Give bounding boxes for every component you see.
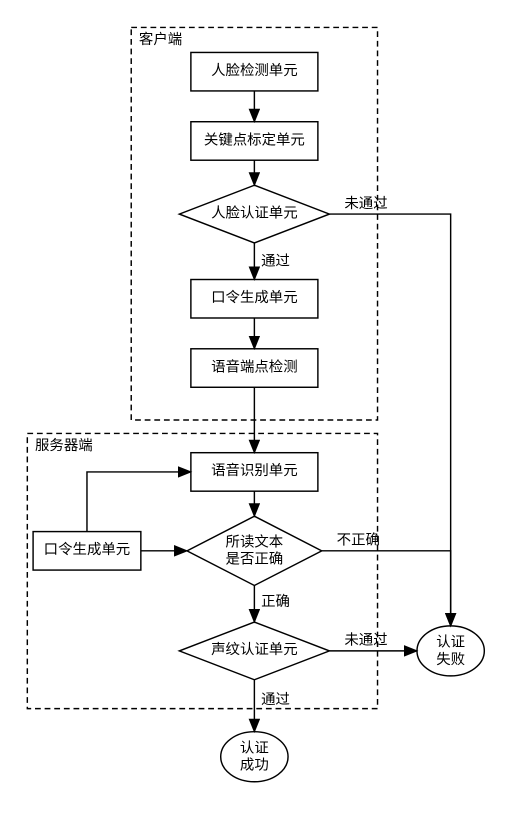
node-auth-fail-label1: 认证 [436,634,465,651]
node-speech-recog-label: 语音识别单元 [211,462,298,479]
group-client-label: 客户端 [139,31,182,48]
node-face-auth-label: 人脸认证单元 [211,204,298,221]
node-password-gen-2-label: 口令生成单元 [44,541,131,558]
node-auth-fail-label2: 失败 [436,651,465,668]
node-auth-success-label1: 认证 [240,739,269,756]
edge-n3-n4-label: 通过 [261,253,290,270]
node-keypoint-label: 关键点标定单元 [204,131,305,148]
edge-n7-n10 [322,551,451,626]
edge-n7-n9-label: 正确 [261,593,290,610]
edge-n3-n10-label: 未通过 [344,195,387,212]
flowchart: 客户端 服务器端 人脸检测单元 关键点标定单元 人脸认证单元 口令生成单元 语音… [10,10,518,829]
edge-n8-loop [87,472,191,532]
node-auth-success-label2: 成功 [240,757,269,774]
edge-n9-n11-label: 通过 [261,691,290,708]
node-voice-endpoint-label: 语音端点检测 [211,358,298,375]
node-text-correct-label1: 所读文本 [226,533,284,550]
node-voiceprint-auth-label: 声纹认证单元 [211,640,298,658]
node-text-correct-label2: 是否正确 [226,551,284,568]
edge-n7-n10-label: 不正确 [337,532,380,549]
node-password-gen-1-label: 口令生成单元 [211,289,298,306]
edge-n9-n10-label: 未通过 [344,632,387,649]
group-server-label: 服务器端 [35,437,93,454]
node-face-detect-label: 人脸检测单元 [211,62,298,79]
